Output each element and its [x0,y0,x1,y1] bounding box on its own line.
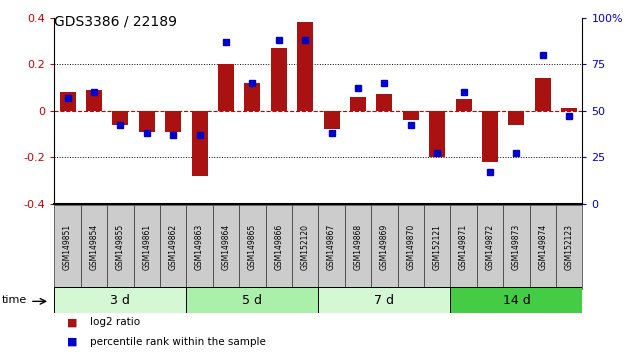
Bar [60,92,76,110]
Bar [451,287,582,313]
Text: GSM152121: GSM152121 [433,224,442,270]
Bar [535,78,551,110]
Text: GSM149865: GSM149865 [248,224,257,270]
Text: GSM149874: GSM149874 [538,224,547,270]
Bar [319,287,451,313]
Text: 7 d: 7 d [374,293,394,307]
Bar [397,205,424,289]
Bar [266,205,292,289]
Bar [530,205,556,289]
Text: ■: ■ [67,318,77,327]
Text: GSM149873: GSM149873 [512,224,521,270]
Bar [298,22,313,110]
Text: 5 d: 5 d [243,293,262,307]
Text: GSM149851: GSM149851 [63,224,72,270]
Bar [113,110,129,125]
Text: GSM149871: GSM149871 [459,224,468,270]
Bar [319,205,345,289]
Bar [160,205,186,289]
Text: GSM149854: GSM149854 [90,224,99,270]
Bar [186,287,319,313]
Text: GSM149864: GSM149864 [221,224,230,270]
Text: GSM149862: GSM149862 [169,224,178,270]
Text: 3 d: 3 d [111,293,131,307]
Bar [165,110,181,132]
Bar [561,108,577,110]
Bar [556,205,582,289]
Bar [403,110,419,120]
Text: GSM149869: GSM149869 [380,224,389,270]
Text: GSM149861: GSM149861 [142,224,151,270]
Bar [108,205,134,289]
Bar [218,64,234,110]
Bar [482,110,498,162]
Bar [376,95,392,110]
Bar [54,287,186,313]
Text: GSM149870: GSM149870 [406,224,415,270]
Bar [54,205,81,289]
Bar [371,205,397,289]
Bar [186,205,212,289]
Text: GSM149868: GSM149868 [353,224,362,270]
Bar [477,205,503,289]
Bar [503,205,530,289]
Bar [192,110,207,176]
Text: ■: ■ [67,337,77,347]
Text: GSM149855: GSM149855 [116,224,125,270]
Bar [324,110,340,129]
Text: GSM149866: GSM149866 [275,224,284,270]
Bar [86,90,102,110]
Bar [81,205,108,289]
Text: percentile rank within the sample: percentile rank within the sample [90,337,266,347]
Bar [134,205,160,289]
Bar [345,205,371,289]
Bar [509,110,524,125]
Bar [350,97,366,110]
Bar [244,83,260,110]
Bar [451,205,477,289]
Bar [429,110,445,157]
Bar [292,205,319,289]
Bar [239,205,266,289]
Text: GSM149863: GSM149863 [195,224,204,270]
Text: GDS3386 / 22189: GDS3386 / 22189 [54,14,177,28]
Text: log2 ratio: log2 ratio [90,318,140,327]
Text: GSM152123: GSM152123 [564,224,573,270]
Text: time: time [2,295,27,305]
Bar [271,48,287,110]
Bar [139,110,155,132]
Text: 14 d: 14 d [502,293,531,307]
Text: GSM152120: GSM152120 [301,224,310,270]
Text: GSM149867: GSM149867 [327,224,336,270]
Bar [456,99,472,110]
Bar [212,205,239,289]
Bar [424,205,451,289]
Text: GSM149872: GSM149872 [486,224,495,270]
